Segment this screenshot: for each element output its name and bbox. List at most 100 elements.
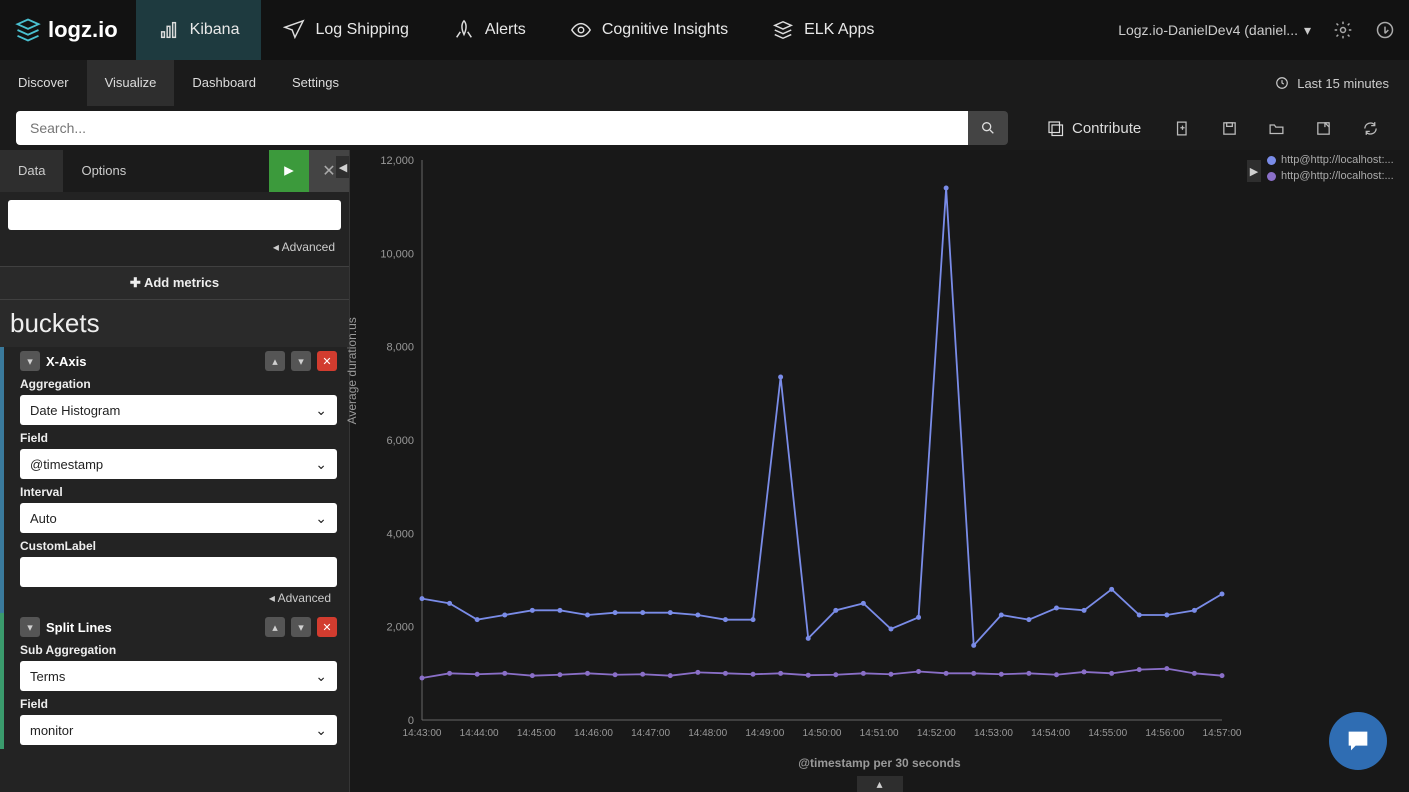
split-title: Split Lines [46, 620, 259, 635]
legend-item[interactable]: http@http://localhost:... [1261, 152, 1409, 168]
interval-label: Interval [20, 485, 337, 499]
svg-text:12,000: 12,000 [380, 155, 414, 167]
legend-item[interactable]: http@http://localhost:... [1261, 168, 1409, 184]
svg-text:14:51:00: 14:51:00 [860, 728, 899, 739]
advanced-toggle-2[interactable]: ◂ Advanced [20, 587, 337, 609]
apply-button[interactable] [269, 150, 309, 192]
split-move-up[interactable]: ▴ [265, 617, 285, 637]
account-menu[interactable]: Logz.io-DanielDev4 (daniel... ▾ [1118, 22, 1311, 39]
nav-kibana[interactable]: Kibana [136, 0, 262, 60]
svg-text:14:54:00: 14:54:00 [1031, 728, 1070, 739]
xaxis-delete[interactable]: ✕ [317, 351, 337, 371]
side-tab-data[interactable]: Data [0, 150, 63, 192]
clock-icon [1275, 76, 1289, 90]
svg-text:14:52:00: 14:52:00 [917, 728, 956, 739]
svg-text:6,000: 6,000 [386, 435, 414, 447]
logout-icon[interactable] [1375, 20, 1395, 40]
time-range-picker[interactable]: Last 15 minutes [1275, 76, 1409, 91]
svg-text:14:49:00: 14:49:00 [745, 728, 784, 739]
tab-settings[interactable]: Settings [274, 60, 357, 106]
save-icon[interactable] [1221, 120, 1238, 137]
interval-select[interactable]: Auto [20, 503, 337, 533]
collapse-legend-button[interactable]: ▶ [1247, 160, 1261, 182]
y-axis-label: Average duration.us [345, 317, 359, 424]
search-box [16, 111, 968, 145]
logo[interactable]: logz.io [14, 16, 118, 44]
search-row: Contribute [0, 106, 1409, 150]
brand-text: logz.io [48, 17, 118, 43]
stack-icon [772, 19, 794, 41]
svg-text:14:56:00: 14:56:00 [1145, 728, 1184, 739]
search-input[interactable] [16, 120, 968, 136]
xaxis-move-down[interactable]: ▾ [291, 351, 311, 371]
open-icon[interactable] [1268, 120, 1285, 137]
svg-text:8,000: 8,000 [386, 342, 414, 354]
refresh-icon[interactable] [1362, 120, 1379, 137]
svg-text:14:43:00: 14:43:00 [403, 728, 442, 739]
advanced-toggle-1[interactable]: ◂ Advanced [8, 236, 341, 258]
chat-button[interactable] [1329, 712, 1387, 770]
sidebar-tabs: DataOptions ✕ [0, 150, 349, 192]
svg-text:14:55:00: 14:55:00 [1088, 728, 1127, 739]
expand-bottom-button[interactable]: ▴ [857, 776, 903, 792]
svg-text:14:57:00: 14:57:00 [1203, 728, 1242, 739]
tab-visualize[interactable]: Visualize [87, 60, 175, 106]
nav-cognitive-insights[interactable]: Cognitive Insights [548, 0, 750, 60]
svg-text:14:53:00: 14:53:00 [974, 728, 1013, 739]
aggregation-label: Aggregation [20, 377, 337, 391]
xaxis-collapse-toggle[interactable]: ▾ [20, 351, 40, 371]
new-icon[interactable] [1174, 120, 1191, 137]
sub-nav: DiscoverVisualizeDashboardSettings Last … [0, 60, 1409, 106]
metrics-input[interactable] [8, 200, 341, 230]
eye-icon [570, 19, 592, 41]
aggregation-select[interactable]: Date Histogram [20, 395, 337, 425]
buckets-header: buckets [0, 300, 349, 347]
rocket-icon [453, 19, 475, 41]
search-icon [980, 120, 996, 136]
toolbar-icons [1174, 120, 1409, 137]
x-axis-label: @timestamp per 30 seconds [798, 756, 960, 770]
top-nav: logz.io KibanaLog ShippingAlertsCognitiv… [0, 0, 1409, 60]
svg-text:10,000: 10,000 [380, 248, 414, 260]
xaxis-move-up[interactable]: ▴ [265, 351, 285, 371]
split-move-down[interactable]: ▾ [291, 617, 311, 637]
split-collapse-toggle[interactable]: ▾ [20, 617, 40, 637]
svg-text:14:50:00: 14:50:00 [803, 728, 842, 739]
xaxis-title: X-Axis [46, 354, 259, 369]
chart-area: Average duration.us 02,0004,0006,0008,00… [350, 150, 1409, 792]
collapse-sidebar-button[interactable]: ◀ [336, 156, 350, 178]
svg-text:14:44:00: 14:44:00 [460, 728, 499, 739]
search-button[interactable] [968, 111, 1008, 145]
chevron-down-icon: ▾ [1304, 22, 1311, 39]
plane-icon [283, 19, 305, 41]
nav-log-shipping[interactable]: Log Shipping [261, 0, 430, 60]
customlabel-input[interactable] [20, 557, 337, 587]
chat-icon [1344, 727, 1372, 755]
sidebar: ◀ DataOptions ✕ ◂ Advanced ✚ Add metrics… [0, 150, 350, 792]
share-icon[interactable] [1315, 120, 1332, 137]
svg-text:4,000: 4,000 [386, 528, 414, 540]
logo-icon [14, 16, 42, 44]
svg-text:2,000: 2,000 [386, 622, 414, 634]
side-tab-options[interactable]: Options [63, 150, 144, 192]
split-delete[interactable]: ✕ [317, 617, 337, 637]
play-icon [283, 165, 295, 177]
legend-dot-icon [1267, 172, 1276, 181]
line-chart: 0 2,000 4,000 6,000 8,000 10,000 12,000 14:43:0… [370, 150, 1260, 770]
field-select[interactable]: @timestamp [20, 449, 337, 479]
svg-text:14:46:00: 14:46:00 [574, 728, 613, 739]
subagg-select[interactable]: Terms [20, 661, 337, 691]
topnav-right: Logz.io-DanielDev4 (daniel... ▾ [1118, 20, 1395, 40]
nav-elk-apps[interactable]: ELK Apps [750, 0, 896, 60]
gear-icon[interactable] [1333, 20, 1353, 40]
svg-text:0: 0 [408, 715, 414, 727]
contribute-button[interactable]: Contribute [1046, 119, 1141, 137]
add-metrics-button[interactable]: ✚ Add metrics [0, 266, 349, 300]
tab-discover[interactable]: Discover [0, 60, 87, 106]
nav-alerts[interactable]: Alerts [431, 0, 548, 60]
splitlines-aggregation: ▾ Split Lines ▴ ▾ ✕ Sub Aggregation Term… [0, 613, 349, 749]
tab-dashboard[interactable]: Dashboard [174, 60, 274, 106]
split-field-label: Field [20, 697, 337, 711]
contribute-icon [1046, 119, 1064, 137]
split-field-select[interactable]: monitor [20, 715, 337, 745]
